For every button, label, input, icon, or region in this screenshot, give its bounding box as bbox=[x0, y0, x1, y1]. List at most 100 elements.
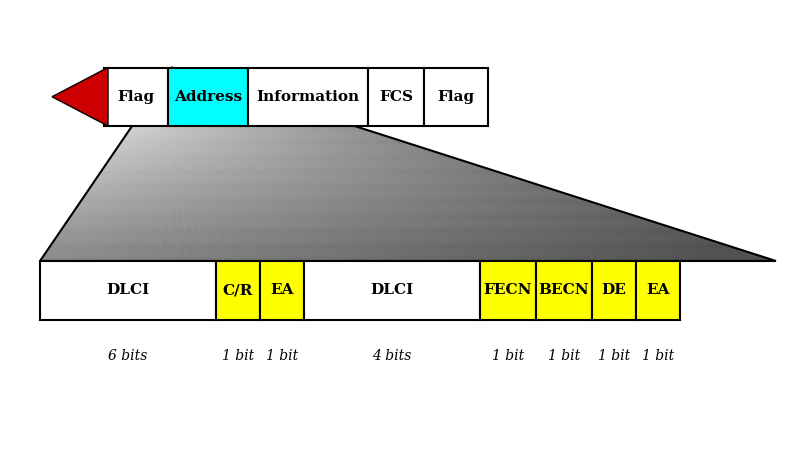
Polygon shape bbox=[176, 98, 178, 99]
Polygon shape bbox=[186, 242, 194, 243]
Polygon shape bbox=[163, 97, 165, 98]
Polygon shape bbox=[195, 100, 197, 101]
Polygon shape bbox=[347, 246, 356, 247]
Polygon shape bbox=[198, 88, 199, 89]
Polygon shape bbox=[163, 100, 166, 101]
Polygon shape bbox=[194, 105, 197, 106]
Polygon shape bbox=[416, 152, 422, 153]
Polygon shape bbox=[184, 74, 186, 75]
Polygon shape bbox=[754, 260, 766, 261]
Polygon shape bbox=[432, 161, 438, 162]
Polygon shape bbox=[112, 218, 119, 219]
Polygon shape bbox=[228, 92, 230, 93]
Polygon shape bbox=[238, 178, 244, 179]
Polygon shape bbox=[165, 95, 166, 96]
Polygon shape bbox=[579, 227, 588, 228]
Polygon shape bbox=[506, 183, 512, 184]
Polygon shape bbox=[497, 197, 504, 198]
Polygon shape bbox=[488, 196, 495, 197]
Polygon shape bbox=[268, 257, 278, 258]
Polygon shape bbox=[254, 110, 258, 111]
Polygon shape bbox=[342, 192, 349, 193]
Polygon shape bbox=[250, 220, 257, 221]
Polygon shape bbox=[356, 218, 364, 219]
Polygon shape bbox=[189, 108, 191, 109]
Polygon shape bbox=[242, 116, 246, 117]
Polygon shape bbox=[264, 100, 266, 101]
Polygon shape bbox=[55, 238, 64, 239]
Polygon shape bbox=[468, 242, 477, 243]
Polygon shape bbox=[141, 171, 146, 172]
Polygon shape bbox=[208, 181, 214, 182]
Polygon shape bbox=[218, 92, 221, 93]
Polygon shape bbox=[190, 150, 194, 151]
Polygon shape bbox=[151, 137, 154, 138]
Polygon shape bbox=[486, 258, 496, 259]
Polygon shape bbox=[318, 128, 323, 129]
Polygon shape bbox=[175, 91, 176, 92]
Polygon shape bbox=[198, 80, 200, 81]
Polygon shape bbox=[198, 96, 201, 97]
Polygon shape bbox=[185, 142, 189, 143]
Polygon shape bbox=[250, 116, 253, 117]
Polygon shape bbox=[185, 227, 192, 228]
Polygon shape bbox=[523, 249, 533, 250]
Polygon shape bbox=[514, 190, 522, 191]
Polygon shape bbox=[274, 204, 281, 205]
Polygon shape bbox=[531, 206, 539, 207]
Polygon shape bbox=[257, 153, 261, 154]
Polygon shape bbox=[400, 206, 407, 207]
Polygon shape bbox=[235, 119, 238, 120]
Polygon shape bbox=[682, 256, 692, 257]
Polygon shape bbox=[297, 194, 303, 195]
Polygon shape bbox=[337, 214, 344, 215]
Polygon shape bbox=[143, 246, 152, 247]
Polygon shape bbox=[398, 151, 402, 152]
Polygon shape bbox=[72, 224, 80, 225]
Polygon shape bbox=[268, 116, 271, 117]
Polygon shape bbox=[520, 192, 527, 193]
Polygon shape bbox=[162, 130, 165, 131]
Polygon shape bbox=[179, 122, 182, 123]
Polygon shape bbox=[270, 199, 277, 200]
Polygon shape bbox=[244, 103, 246, 104]
Polygon shape bbox=[339, 161, 345, 162]
Polygon shape bbox=[298, 217, 306, 218]
Polygon shape bbox=[463, 162, 470, 163]
Polygon shape bbox=[398, 165, 404, 166]
Polygon shape bbox=[215, 122, 218, 123]
Polygon shape bbox=[243, 106, 246, 107]
Polygon shape bbox=[222, 138, 225, 139]
Polygon shape bbox=[513, 178, 519, 179]
Polygon shape bbox=[224, 153, 228, 154]
Polygon shape bbox=[261, 118, 264, 119]
Polygon shape bbox=[369, 160, 374, 161]
Polygon shape bbox=[164, 98, 166, 99]
Polygon shape bbox=[202, 95, 204, 96]
Polygon shape bbox=[167, 138, 171, 139]
Polygon shape bbox=[234, 112, 236, 113]
Polygon shape bbox=[154, 111, 157, 112]
Polygon shape bbox=[252, 113, 255, 114]
Polygon shape bbox=[182, 192, 188, 193]
Polygon shape bbox=[137, 205, 143, 206]
Polygon shape bbox=[142, 128, 145, 129]
Polygon shape bbox=[246, 126, 250, 127]
Polygon shape bbox=[83, 207, 90, 208]
Polygon shape bbox=[251, 181, 257, 182]
Polygon shape bbox=[328, 182, 334, 183]
Polygon shape bbox=[118, 220, 126, 221]
Polygon shape bbox=[178, 88, 180, 89]
Polygon shape bbox=[264, 98, 267, 99]
Polygon shape bbox=[408, 215, 416, 216]
Polygon shape bbox=[229, 125, 232, 126]
Polygon shape bbox=[282, 112, 286, 113]
Polygon shape bbox=[544, 190, 551, 191]
Polygon shape bbox=[162, 108, 163, 109]
Polygon shape bbox=[331, 126, 335, 127]
Polygon shape bbox=[453, 206, 460, 207]
Polygon shape bbox=[465, 178, 472, 179]
Polygon shape bbox=[203, 78, 205, 79]
Polygon shape bbox=[180, 77, 181, 78]
Polygon shape bbox=[210, 186, 215, 187]
